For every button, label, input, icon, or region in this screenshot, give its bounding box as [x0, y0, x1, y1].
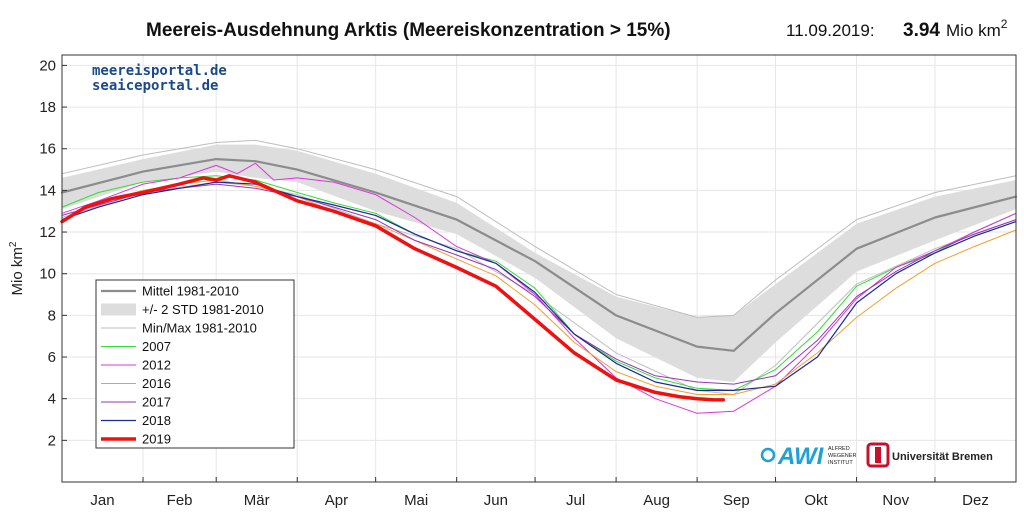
- y-axis-label-text: Mio km: [9, 247, 26, 295]
- x-tick-label-0: Jan: [90, 492, 114, 509]
- source-label-de: meereisportal.de: [92, 63, 227, 79]
- x-tick-label-2: Mär: [244, 492, 270, 509]
- legend-label-2016: 2016: [142, 376, 171, 391]
- current-value: 3.94: [903, 20, 940, 41]
- x-tick-label-8: Sep: [723, 492, 750, 509]
- y-tick-label-5: 12: [39, 224, 56, 241]
- x-tick-label-1: Feb: [167, 492, 193, 509]
- series-line-min-max-1981-2010: [61, 139, 1017, 318]
- awi-logo-line1: ALFRED: [828, 446, 850, 452]
- legend-swatch--2-std-1981-2010: [101, 303, 136, 316]
- y-tick-label-0: 2: [48, 432, 56, 449]
- uni-bremen-logo-text: Universität Bremen: [892, 451, 993, 463]
- x-tick-label-4: Mai: [404, 492, 428, 509]
- y-tick-label-3: 8: [48, 307, 56, 324]
- legend-label-2019: 2019: [142, 432, 171, 447]
- current-unit: Mio km2: [946, 17, 1008, 40]
- x-tick-label-10: Nov: [882, 492, 909, 509]
- source-label-en: seaiceportal.de: [92, 78, 218, 94]
- awi-logo: AWI ALFRED WEGENER INSTITUT: [760, 443, 856, 470]
- y-tick-label-9: 20: [39, 57, 56, 74]
- chart-header: Meereis-Ausdehnung Arktis (Meereiskonzen…: [146, 17, 1008, 41]
- x-tick-label-7: Aug: [643, 492, 670, 509]
- y-tick-label-2: 6: [48, 349, 56, 366]
- legend-label-min-max-1981-2010: Min/Max 1981-2010: [142, 321, 257, 336]
- y-tick-label-7: 16: [39, 141, 56, 158]
- awi-logo-mark: AWI: [777, 443, 825, 470]
- x-tick-label-3: Apr: [325, 492, 348, 509]
- legend-label-2018: 2018: [142, 413, 171, 428]
- current-unit-text: Mio km: [946, 21, 1001, 40]
- uni-bremen-emblem-bar-icon: [875, 447, 881, 463]
- legend-label-2007: 2007: [142, 339, 171, 354]
- y-tick-label-6: 14: [39, 182, 56, 199]
- y-axis-label-superscript: 2: [8, 241, 19, 247]
- awi-logo-icon: [760, 447, 776, 463]
- series-line-2007: [61, 175, 1017, 391]
- series-line-mittel-1981-2010: [60, 158, 1018, 352]
- current-unit-superscript: 2: [1001, 17, 1008, 31]
- plot-frame: [61, 54, 1017, 483]
- legend-label-mittel-1981-2010: Mittel 1981-2010: [142, 284, 239, 299]
- y-axis-label: Mio km2: [8, 241, 26, 295]
- legend-label-2012: 2012: [142, 358, 171, 373]
- x-tick-label-9: Okt: [804, 492, 828, 509]
- legend-label-2017: 2017: [142, 395, 171, 410]
- legend: Mittel 1981-2010 +/- 2 STD 1981-2010 Min/M…: [95, 279, 295, 449]
- y-tick-label-8: 18: [39, 99, 56, 116]
- y-tick-label-4: 10: [39, 266, 56, 283]
- series-line-2019: [60, 174, 726, 402]
- x-tick-label-6: Jul: [566, 492, 585, 509]
- uni-bremen-logo: Universität Bremen: [866, 442, 993, 468]
- awi-logo-line2: WEGENER: [828, 453, 856, 459]
- source-watermark: meereisportal.de seaiceportal.de: [92, 63, 227, 94]
- series-line-2018: [61, 181, 1017, 391]
- plot-area: 2 4 6 8 10 12 14 16 18 20 Jan Feb Mär Apr Mai Jun Jul Aug…: [8, 54, 1018, 509]
- x-tick-label-5: Jun: [484, 492, 508, 509]
- uni-bremen-emblem-icon: [866, 442, 890, 468]
- legend-label--2-std-1981-2010: +/- 2 STD 1981-2010: [142, 302, 264, 317]
- x-tick-label-11: Dez: [962, 492, 989, 509]
- series-line-2017: [61, 183, 1017, 385]
- chart-title: Meereis-Ausdehnung Arktis (Meereiskonzen…: [146, 20, 671, 41]
- date-label: 11.09.2019:: [786, 21, 875, 40]
- awi-logo-line3: INSTITUT: [828, 460, 853, 466]
- y-tick-label-1: 4: [48, 391, 56, 408]
